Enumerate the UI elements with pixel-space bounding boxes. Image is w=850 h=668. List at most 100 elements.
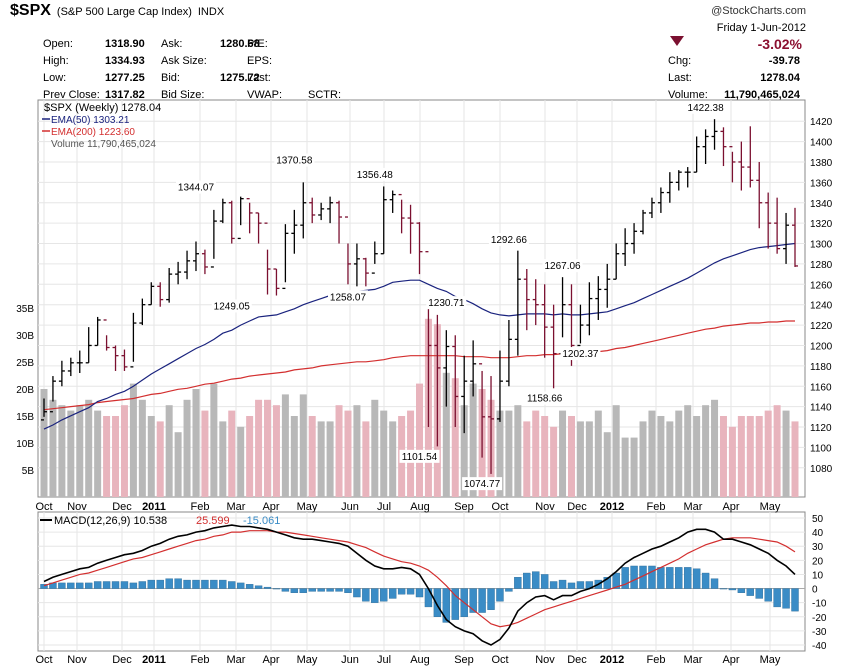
macd-histogram-bar <box>299 588 307 593</box>
macd-histogram-bar <box>245 584 254 589</box>
volume-bar <box>728 426 736 497</box>
macd-histogram-bar <box>657 567 665 589</box>
macd-histogram-bar <box>746 588 754 596</box>
y-tick-label: 1420 <box>810 117 833 128</box>
volume-tick-label: 25B <box>16 358 34 369</box>
volume-bar <box>49 399 57 497</box>
sctr-label: SCTR: <box>308 89 341 101</box>
volume-bar <box>371 399 379 497</box>
macd-histogram-bar <box>263 586 272 589</box>
macd-histogram-bar <box>344 588 352 593</box>
macd-histogram-bar <box>371 588 379 603</box>
volume-bar <box>255 399 263 497</box>
prev-close-value: 1317.82 <box>105 89 145 101</box>
credit-text[interactable]: @StockCharts.com <box>711 5 806 17</box>
macd-histogram-bar <box>478 588 486 613</box>
macd-x-tick-label: Feb <box>647 654 666 666</box>
macd-x-tick-label: Jun <box>341 654 359 666</box>
volume-bar <box>523 421 531 497</box>
volume-bar <box>746 416 754 497</box>
volume-bar <box>782 410 790 497</box>
macd-histogram-bar <box>764 588 772 602</box>
volume-tick-label: 10B <box>16 439 34 450</box>
volume-bar <box>362 421 370 497</box>
volume-bar <box>353 405 361 497</box>
macd-histogram-bar <box>576 581 585 589</box>
x-tick-label: Feb <box>647 501 666 513</box>
volume-bar <box>460 405 468 497</box>
price-annotation: 1258.07 <box>330 292 367 303</box>
macd-x-tick-label: Aug <box>410 654 430 666</box>
macd-x-tick-label: Mar <box>684 654 703 666</box>
volume-bar <box>621 437 629 497</box>
price-annotation: 1370.58 <box>276 156 313 167</box>
macd-x-tick-label: Dec <box>567 654 587 666</box>
macd-histogram-bar <box>236 582 245 589</box>
x-tick-label: Mar <box>684 501 703 513</box>
macd-histogram-bar <box>782 588 790 609</box>
volume-bar <box>612 405 620 497</box>
macd-histogram-bar <box>567 582 576 589</box>
macd-y-tick-label: 30 <box>812 542 824 553</box>
volume-bar <box>281 394 289 497</box>
volume-bar <box>567 416 575 497</box>
macd-legend-item: 25.599 <box>196 515 230 527</box>
volume-bar <box>201 410 209 497</box>
price-legend-item: Volume 11,790,465,024 <box>51 139 156 150</box>
volume-bar <box>737 416 745 497</box>
x-tick-label: 2012 <box>600 501 624 513</box>
volume-bar <box>585 421 593 497</box>
last2-value: 1278.04 <box>760 72 800 84</box>
exchange: INDX <box>197 6 225 18</box>
volume-bar <box>496 410 504 497</box>
macd-histogram-bar <box>93 581 102 589</box>
macd-histogram-bar <box>67 582 75 589</box>
macd-histogram-bar <box>666 567 674 589</box>
volume-bar <box>416 383 423 497</box>
macd-histogram-bar <box>710 578 719 589</box>
price-annotation: 1249.05 <box>214 301 251 312</box>
volume-bar <box>719 416 727 497</box>
volume-bar <box>228 410 236 497</box>
macd-histogram-bar <box>424 588 433 608</box>
volume-bar <box>156 421 164 497</box>
annotation-box <box>175 180 216 194</box>
y-tick-label: 1100 <box>810 443 832 454</box>
volume-bar <box>272 405 280 497</box>
macd-histogram-bar <box>102 581 111 589</box>
price-annotation: 1356.48 <box>357 170 394 181</box>
macd-x-tick-label: Apr <box>262 654 279 666</box>
macd-x-tick-label: Sep <box>454 654 474 666</box>
macd-histogram-bar <box>317 588 325 592</box>
volume-bar <box>94 410 102 497</box>
annotation-box <box>542 259 583 273</box>
volume-bar <box>299 394 307 497</box>
volume-tick-label: 5B <box>22 466 35 477</box>
volume-bar <box>290 416 298 497</box>
volume-bar <box>174 432 182 497</box>
vwap-label: VWAP: <box>247 89 283 101</box>
macd-histogram-bar <box>76 582 84 589</box>
volume-bar <box>246 416 254 497</box>
x-tick-label: Nov <box>535 501 555 513</box>
price-annotation: 1101.54 <box>402 452 438 463</box>
volume-bar <box>103 416 111 497</box>
chart-title: $SPX (S&P 500 Large Cap Index) INDX <box>10 2 224 20</box>
macd-histogram-bar <box>487 588 495 610</box>
macd-histogram-bar <box>156 579 164 589</box>
price-legend-item: $SPX (Weekly) 1278.04 <box>44 102 161 114</box>
y-tick-label: 1340 <box>810 199 833 210</box>
macd-y-tick-label: -30 <box>812 627 827 638</box>
open-value: 1318.90 <box>105 38 145 50</box>
y-tick-label: 1120 <box>810 423 832 434</box>
macd-x-tick-label: Dec <box>112 654 132 666</box>
macd-histogram-bar <box>183 579 191 589</box>
macd-histogram-bar <box>692 568 701 589</box>
macd-histogram-bar <box>540 574 549 589</box>
macd-legend-item: -15.061 <box>243 515 280 527</box>
symbol: $SPX <box>10 2 51 19</box>
volume-bar <box>630 437 638 497</box>
volume-bar <box>67 410 75 497</box>
volume-bar <box>684 405 692 497</box>
volume-bar <box>657 416 665 497</box>
